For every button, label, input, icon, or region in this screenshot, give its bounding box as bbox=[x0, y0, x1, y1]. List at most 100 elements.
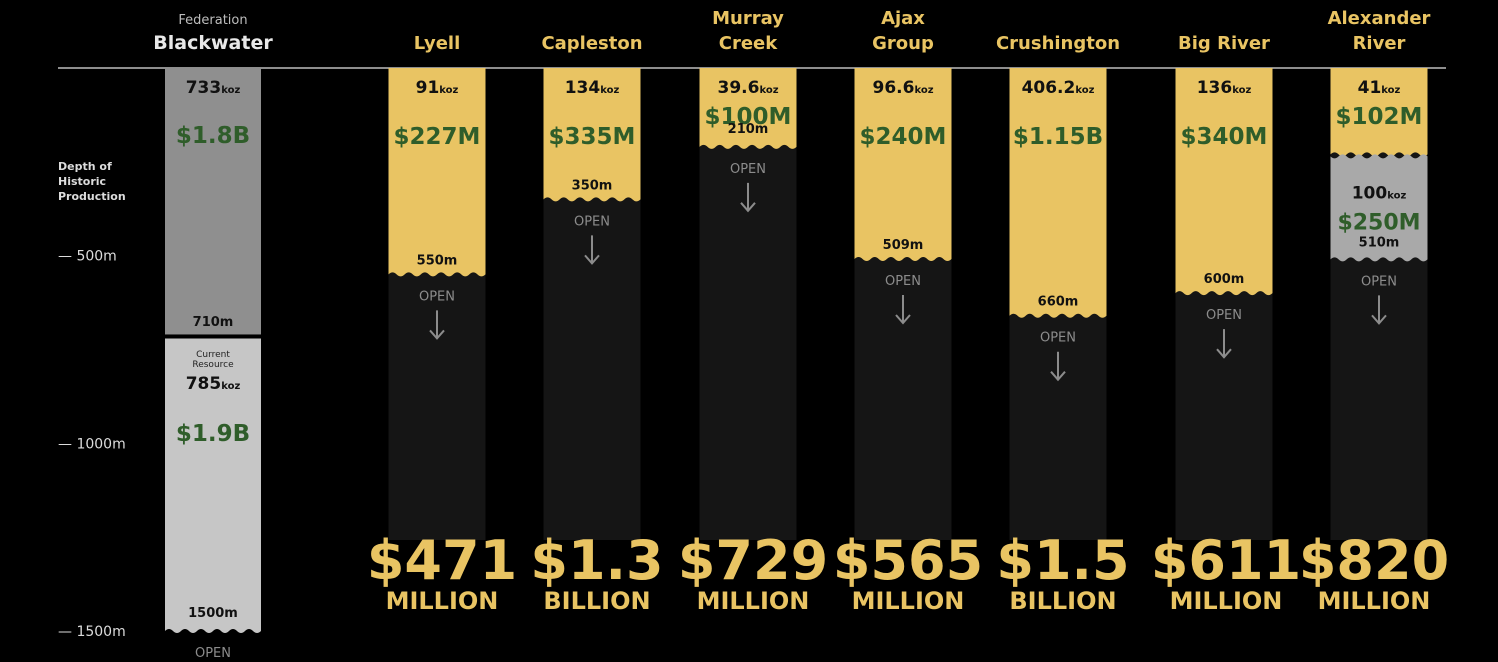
reference-open-label: OPEN bbox=[195, 646, 231, 661]
mine-koz-value: 406.2 bbox=[1022, 78, 1076, 98]
mine-name: River bbox=[1353, 33, 1406, 54]
historic-production-bar bbox=[1330, 68, 1428, 157]
mine-value: $227M bbox=[394, 124, 481, 150]
historic-production-bar bbox=[854, 68, 952, 262]
historic-production-bar bbox=[543, 68, 641, 202]
mine-total-unit: MILLION bbox=[1318, 587, 1431, 615]
reference-name: Blackwater bbox=[153, 32, 273, 54]
mine-total-value: $820 bbox=[1299, 529, 1449, 592]
mine-depth-label: 210m bbox=[728, 122, 769, 137]
mine-koz: 39.6koz bbox=[717, 78, 778, 98]
historic-production-bar bbox=[1009, 68, 1107, 318]
mine-total-unit: MILLION bbox=[1170, 587, 1283, 615]
mine-depth-label: 350m bbox=[572, 178, 613, 193]
open-arrow-icon bbox=[1050, 351, 1066, 382]
mine-total-value: $729 bbox=[678, 529, 828, 592]
mine-total-value: $471 bbox=[367, 529, 517, 592]
mine-koz: 134koz bbox=[565, 78, 620, 98]
mine-value: $240M bbox=[860, 124, 947, 150]
mine-name-line1: Ajax bbox=[881, 8, 925, 29]
mine-koz-unit: koz bbox=[1232, 85, 1251, 96]
open-label: OPEN bbox=[574, 214, 610, 229]
resource-koz-value: 785 bbox=[186, 374, 222, 394]
open-label: OPEN bbox=[730, 162, 766, 177]
mine-koz-value: 91 bbox=[416, 78, 440, 98]
mine-koz-unit: koz bbox=[759, 85, 778, 96]
resource-koz: 785koz bbox=[186, 374, 241, 394]
open-arrow-icon bbox=[895, 295, 911, 325]
extra-koz-unit: koz bbox=[1387, 190, 1406, 201]
mine-koz: 91koz bbox=[416, 78, 459, 98]
mine-koz-value: 96.6 bbox=[872, 78, 914, 98]
mine-koz: 136koz bbox=[1197, 78, 1252, 98]
open-label: OPEN bbox=[1361, 274, 1397, 289]
mine-name: Creek bbox=[719, 33, 779, 54]
historic-value: $1.8B bbox=[176, 123, 250, 149]
mine-koz-unit: koz bbox=[600, 85, 619, 96]
mine-koz: 406.2koz bbox=[1022, 78, 1095, 98]
resource-value: $1.9B bbox=[176, 421, 250, 447]
mine-value: $100M bbox=[705, 104, 792, 130]
mine-total-unit: BILLION bbox=[543, 587, 650, 615]
mine-koz-value: 41 bbox=[1358, 78, 1382, 98]
axis-title-line3: Production bbox=[58, 190, 126, 203]
mine-value: $102M bbox=[1336, 104, 1423, 130]
open-label: OPEN bbox=[1040, 331, 1076, 346]
mine-total-value: $1.5 bbox=[996, 529, 1129, 592]
mine-value: $1.15B bbox=[1013, 124, 1103, 150]
historic-production-bar bbox=[388, 68, 486, 277]
mine-name: Capleston bbox=[541, 33, 642, 54]
mine-koz-value: 134 bbox=[565, 78, 601, 98]
mine-depth-label: 600m bbox=[1204, 272, 1245, 287]
open-arrow-icon bbox=[584, 235, 600, 265]
mine-koz-value: 39.6 bbox=[717, 78, 759, 98]
resource-depth-label: 1500m bbox=[188, 606, 238, 621]
historic-koz: 733koz bbox=[186, 78, 241, 98]
mine-name: Lyell bbox=[414, 33, 461, 54]
mine-total-value: $1.3 bbox=[530, 529, 663, 592]
reference-name-small: Federation bbox=[178, 13, 247, 28]
extra-koz-value: 100 bbox=[1352, 183, 1388, 203]
mine-koz-value: 136 bbox=[1197, 78, 1233, 98]
mine-name: Group bbox=[872, 33, 934, 54]
axis-tick-label: — 500m bbox=[58, 249, 117, 265]
mine-name: Big River bbox=[1178, 33, 1270, 54]
historic-depth-label: 710m bbox=[193, 315, 234, 330]
mine-koz: 96.6koz bbox=[872, 78, 933, 98]
mine-depth-label: 509m bbox=[883, 238, 924, 253]
mine-total-value: $611 bbox=[1151, 529, 1301, 592]
historic-production-bar bbox=[165, 68, 261, 335]
open-label: OPEN bbox=[885, 274, 921, 289]
extra-depth-label: 510m bbox=[1359, 235, 1400, 250]
mine-name-line1: Alexander bbox=[1328, 8, 1431, 29]
mine-total-unit: MILLION bbox=[697, 587, 810, 615]
extra-value: $250M bbox=[1337, 210, 1420, 235]
open-arrow-icon bbox=[1216, 329, 1232, 359]
mine-total-unit: MILLION bbox=[852, 587, 965, 615]
additional-resource-bar bbox=[1330, 154, 1428, 262]
open-label: OPEN bbox=[419, 289, 455, 304]
mine-value: $335M bbox=[549, 124, 636, 150]
axis-tick-label: — 1000m bbox=[58, 436, 126, 452]
mine-koz-unit: koz bbox=[1381, 85, 1400, 96]
mine-total-value: $565 bbox=[833, 529, 983, 592]
mine-koz-unit: koz bbox=[1075, 85, 1094, 96]
mine-name: Crushington bbox=[996, 33, 1120, 54]
mine-name-line1: Murray bbox=[712, 8, 784, 29]
mine-depth-label: 550m bbox=[417, 253, 458, 268]
mine-total-unit: MILLION bbox=[386, 587, 499, 615]
open-arrow-icon bbox=[429, 310, 445, 340]
axis-title-line1: Depth of bbox=[58, 160, 112, 173]
axis-tick-label: — 1500m bbox=[58, 624, 126, 640]
current-resource-bar bbox=[165, 338, 261, 633]
open-arrow-icon bbox=[740, 182, 756, 213]
axis-title-line2: Historic bbox=[58, 175, 106, 188]
historic-production-bar bbox=[1175, 68, 1273, 296]
historic-production-bar bbox=[699, 68, 797, 149]
historic-koz-value: 733 bbox=[186, 78, 222, 98]
mine-koz-unit: koz bbox=[439, 85, 458, 96]
mine-koz-unit: koz bbox=[914, 85, 933, 96]
mine-value: $340M bbox=[1181, 124, 1268, 150]
historic-koz-unit: koz bbox=[221, 85, 240, 96]
